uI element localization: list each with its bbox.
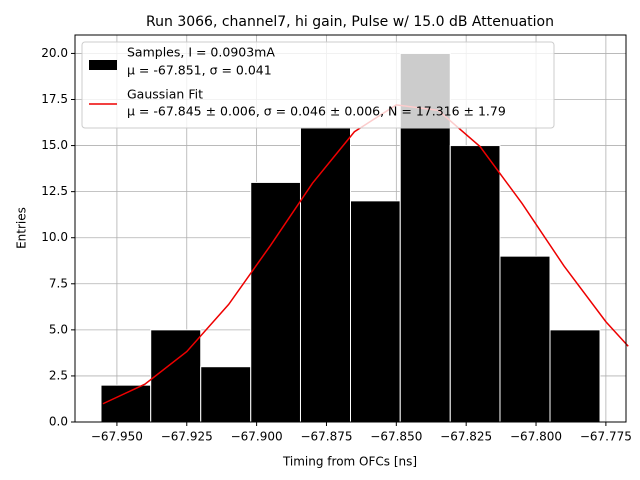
y-tick-label: 2.5 bbox=[49, 368, 68, 382]
x-axis-label: Timing from OFCs [ns] bbox=[282, 455, 417, 469]
legend-label: μ = -67.851, σ = 0.041 bbox=[127, 63, 272, 78]
legend-label: μ = -67.845 ± 0.006, σ = 0.046 ± 0.006, … bbox=[127, 104, 506, 119]
legend-patch bbox=[89, 60, 117, 70]
bar bbox=[250, 181, 301, 423]
y-tick-label: 15.0 bbox=[41, 138, 68, 152]
axes-frame bbox=[74, 34, 627, 423]
y-tick-label: 10.0 bbox=[41, 230, 68, 244]
bar bbox=[449, 145, 501, 423]
y-tick-label: 20.0 bbox=[41, 46, 68, 60]
y-tick-label: 17.5 bbox=[41, 92, 68, 106]
bar bbox=[499, 255, 551, 423]
ticks: −67.950 −67.925 −67.900 −67.875 −67.850 −67.8… bbox=[41, 46, 632, 444]
x-tick-label: −67.925 bbox=[161, 430, 213, 444]
y-axis-label: Entries bbox=[15, 207, 29, 249]
bar bbox=[200, 366, 252, 423]
bars bbox=[100, 52, 601, 423]
bar bbox=[549, 329, 601, 423]
x-tick-label: −67.900 bbox=[231, 430, 283, 444]
legend-label: Samples, I = 0.0903mA bbox=[127, 45, 275, 60]
legend-label: Gaussian Fit bbox=[127, 87, 203, 102]
x-tick-label: −67.775 bbox=[580, 430, 632, 444]
bar bbox=[350, 200, 401, 423]
x-tick-label: −67.850 bbox=[370, 430, 422, 444]
x-tick-label: −67.800 bbox=[510, 430, 562, 444]
legend: Samples, I = 0.0903mA μ = -67.851, σ = 0… bbox=[81, 41, 555, 129]
y-tick-label: 7.5 bbox=[49, 276, 68, 290]
x-tick-label: −67.875 bbox=[300, 430, 352, 444]
y-tick-label: 0.0 bbox=[49, 415, 68, 429]
chart-title: Run 3066, channel7, hi gain, Pulse w/ 15… bbox=[146, 14, 554, 30]
y-tick-label: 12.5 bbox=[41, 184, 68, 198]
bar bbox=[100, 384, 152, 423]
legend-box bbox=[81, 41, 555, 129]
bar bbox=[299, 126, 351, 423]
y-tick-label: 5.0 bbox=[49, 322, 68, 336]
x-tick-label: −67.825 bbox=[440, 430, 492, 444]
x-tick-label: −67.950 bbox=[91, 430, 143, 444]
